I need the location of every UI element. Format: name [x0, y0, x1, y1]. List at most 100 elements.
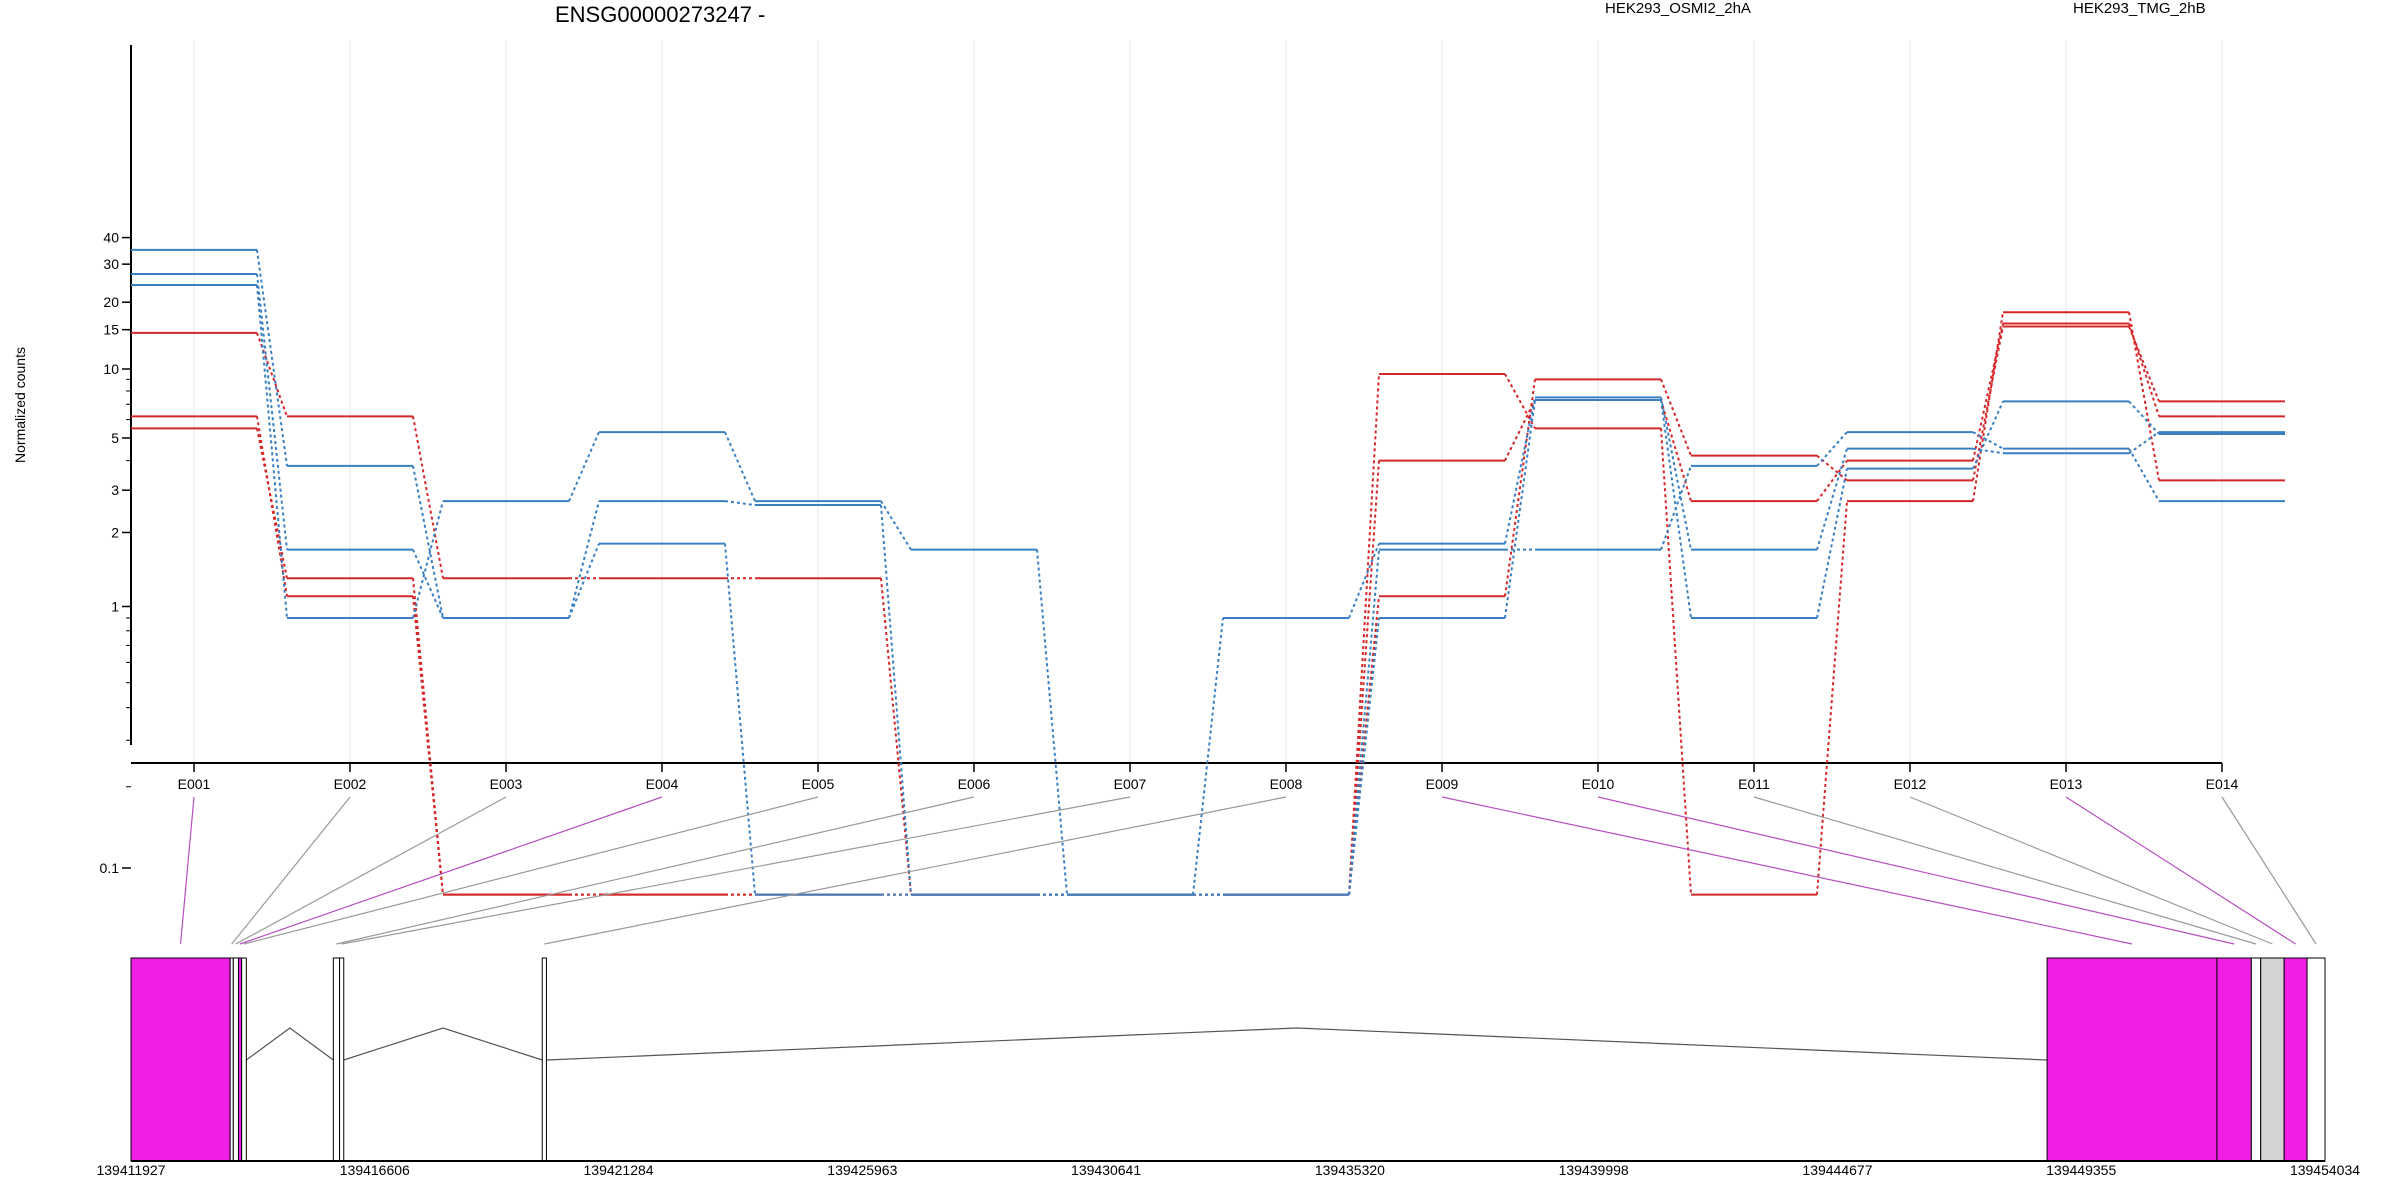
genome-tick-label: 139421284 [584, 1162, 654, 1178]
x-tick-label: E008 [1270, 776, 1303, 792]
series-connector [256, 428, 288, 579]
y-tick-label: 10 [103, 361, 119, 377]
legend-label-tmg: HEK293_TMG_2hB [2073, 0, 2206, 17]
genome-tick-label: 139449355 [2046, 1162, 2116, 1178]
exon-connector [243, 796, 819, 945]
exon-bin [2216, 957, 2252, 1162]
series-connector [412, 465, 444, 619]
exon-bin [130, 957, 231, 1162]
y-tick-label: 30 [103, 256, 119, 272]
series-connector [412, 416, 444, 579]
intron-line [245, 1027, 334, 1061]
exon-connector [1753, 796, 2257, 945]
series-connector [2128, 312, 2160, 481]
series-connector [1660, 378, 1692, 457]
series-connector [1660, 399, 1692, 619]
y-tick-label: 1 [111, 599, 119, 615]
x-tick-label: E001 [178, 776, 211, 792]
exon-connector [1597, 796, 2235, 945]
data-series [131, 248, 2285, 896]
data-series [131, 325, 2285, 896]
genome-tick-label: 139439998 [1559, 1162, 1629, 1178]
x-tick-label: E011 [1738, 776, 1770, 792]
series-connector [2128, 323, 2160, 417]
series-connector [724, 543, 756, 895]
x-tick-label: E003 [490, 776, 523, 792]
y-axis-label: Normalized counts [12, 347, 28, 463]
exon-connector [336, 796, 975, 945]
series-connector [568, 543, 600, 619]
series-connector [1972, 323, 2004, 461]
y-tick-label: 3 [111, 482, 119, 498]
series-connector [412, 500, 444, 619]
series-connector [1348, 543, 1380, 619]
exon-connector [179, 796, 195, 945]
genome-tick-label: 139435320 [1315, 1162, 1385, 1178]
exon-bin [232, 957, 239, 1162]
series-connector [2128, 326, 2160, 402]
series-connector [1348, 617, 1380, 895]
exon-bin [241, 957, 247, 1162]
exon-bin [541, 957, 547, 1162]
series-layer [131, 248, 2285, 896]
series-connector [412, 578, 444, 895]
genome-tick-label: 139425963 [827, 1162, 897, 1178]
series-connector [724, 431, 756, 502]
exon-bin [2046, 957, 2218, 1162]
exon-bin [2250, 957, 2262, 1162]
connector-layer [179, 796, 2317, 945]
exon-connector [2221, 796, 2317, 945]
genome-tick-label: 139416606 [340, 1162, 410, 1178]
series-connector [1816, 448, 1848, 550]
x-tick-label: E014 [2206, 776, 2239, 792]
series-connector [2128, 431, 2160, 455]
exon-connector [235, 796, 507, 945]
y-tick-label: 5 [111, 430, 119, 446]
series-connector [1972, 401, 2004, 470]
exon-connector [231, 796, 351, 945]
series-connector [568, 431, 600, 502]
intron-line [546, 1027, 2048, 1061]
data-series [131, 283, 2285, 896]
series-connector [1348, 460, 1380, 895]
data-series [131, 311, 2285, 896]
genome-tick-label: 139444677 [1802, 1162, 1872, 1178]
data-series [131, 322, 2285, 896]
intron-line [343, 1027, 543, 1061]
series-connector [880, 504, 912, 895]
y-tick-label: 2 [111, 524, 119, 540]
genome-tick-label: 139430641 [1071, 1162, 1141, 1178]
x-tick-label: E007 [1114, 776, 1147, 792]
series-connector [1192, 617, 1224, 895]
series-connector [256, 273, 288, 550]
series-connector [1816, 468, 1848, 619]
series-connector [880, 500, 912, 551]
y-tick-label: 15 [103, 322, 119, 338]
series-connector [568, 500, 600, 619]
series-connector [1504, 379, 1536, 597]
axis-layer: 0.1 1 2 3 5 10 15 20 30 40 E001 E002 E003 E004 E005 E00… [100, 45, 2239, 876]
exon-connector [341, 796, 1131, 945]
series-connector [1816, 431, 1848, 467]
series-connector [724, 500, 756, 507]
series-connector [1348, 549, 1380, 895]
series-connector [412, 549, 444, 619]
series-connector [1972, 447, 2004, 455]
series-connector [1972, 312, 2004, 502]
exon-bin [2283, 957, 2308, 1162]
series-connector [1816, 501, 1848, 895]
series-connector [1504, 373, 1536, 429]
x-tick-label: E006 [958, 776, 991, 792]
gene-model: 139411927 139416606 139421284 139425963 1394… [96, 957, 2360, 1178]
exon-connector [2065, 796, 2296, 945]
exon-bin [2306, 957, 2326, 1162]
grid-layer [193, 40, 2223, 763]
exon-bin [332, 957, 341, 1162]
exon-connector [239, 796, 663, 945]
y-tick-label: 40 [103, 230, 119, 246]
series-connector [1504, 397, 1536, 544]
series-connector [2128, 400, 2160, 435]
series-connector [1036, 549, 1068, 895]
series-connector [1816, 460, 1848, 502]
